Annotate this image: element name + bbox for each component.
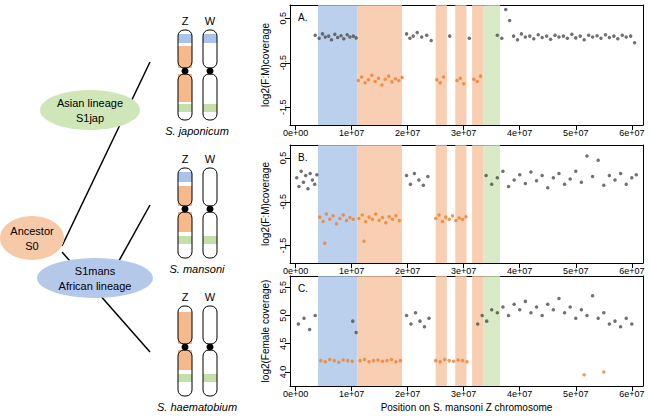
svg-text:log2(F:M)coverage: log2(F:M)coverage [260, 162, 271, 246]
svg-text:-0.5: -0.5 [278, 194, 288, 210]
svg-text:1e+07: 1e+07 [339, 266, 364, 276]
svg-text:3e+07: 3e+07 [451, 389, 476, 399]
svg-text:3e+07: 3e+07 [451, 266, 476, 276]
svg-text:0e+00: 0e+00 [283, 266, 308, 276]
svg-text:S1mans: S1mans [75, 265, 116, 277]
svg-text:S0: S0 [25, 240, 38, 252]
svg-text:5.5: 5.5 [278, 281, 288, 294]
svg-text:-0.5: -0.5 [278, 55, 288, 71]
svg-text:4.5: 4.5 [278, 337, 288, 350]
svg-text:5.0: 5.0 [278, 309, 288, 322]
svg-text:2e+07: 2e+07 [395, 128, 420, 138]
svg-text:W: W [205, 291, 216, 303]
svg-text:4e+07: 4e+07 [507, 128, 532, 138]
svg-text:0.5: 0.5 [278, 152, 288, 165]
svg-text:Z: Z [182, 153, 189, 165]
svg-text:6e+07: 6e+07 [619, 128, 644, 138]
svg-text:Z: Z [182, 15, 189, 27]
svg-text:2e+07: 2e+07 [395, 266, 420, 276]
svg-text:5e+07: 5e+07 [563, 266, 588, 276]
svg-text:S. haematobium: S. haematobium [157, 401, 237, 413]
svg-text:1e+07: 1e+07 [339, 128, 364, 138]
svg-text:-1.5: -1.5 [278, 238, 288, 254]
svg-text:log2(F:M)coverage: log2(F:M)coverage [260, 23, 271, 107]
svg-text:African lineage: African lineage [59, 280, 132, 292]
svg-text:2e+07: 2e+07 [395, 389, 420, 399]
svg-text:0.5: 0.5 [278, 12, 288, 25]
svg-text:W: W [205, 15, 216, 27]
svg-text:Z: Z [182, 291, 189, 303]
svg-text:6e+07: 6e+07 [619, 266, 644, 276]
svg-text:1e+07: 1e+07 [339, 389, 364, 399]
svg-text:4.0: 4.0 [278, 366, 288, 379]
svg-text:Asian lineage: Asian lineage [57, 97, 123, 109]
svg-text:0e+00: 0e+00 [283, 389, 308, 399]
svg-text:5e+07: 5e+07 [563, 389, 588, 399]
svg-text:5e+07: 5e+07 [563, 128, 588, 138]
svg-text:6e+07: 6e+07 [619, 389, 644, 399]
svg-text:0e+00: 0e+00 [283, 128, 308, 138]
svg-text:3e+07: 3e+07 [451, 128, 476, 138]
svg-text:4e+07: 4e+07 [507, 266, 532, 276]
svg-text:B.: B. [298, 152, 307, 163]
svg-text:W: W [205, 153, 216, 165]
svg-text:C.: C. [298, 283, 308, 294]
svg-text:Ancestor: Ancestor [10, 225, 54, 237]
svg-text:A.: A. [298, 12, 307, 23]
svg-text:-1.5: -1.5 [278, 99, 288, 115]
svg-text:S. mansoni: S. mansoni [169, 263, 225, 275]
svg-text:log2(Female coverage): log2(Female coverage) [260, 280, 271, 383]
svg-text:4e+07: 4e+07 [507, 389, 532, 399]
svg-text:Position on S. mansoni Z chrom: Position on S. mansoni Z chromosome [381, 402, 553, 413]
svg-text:S. japonicum: S. japonicum [165, 125, 229, 137]
svg-text:S1jap: S1jap [76, 112, 104, 124]
